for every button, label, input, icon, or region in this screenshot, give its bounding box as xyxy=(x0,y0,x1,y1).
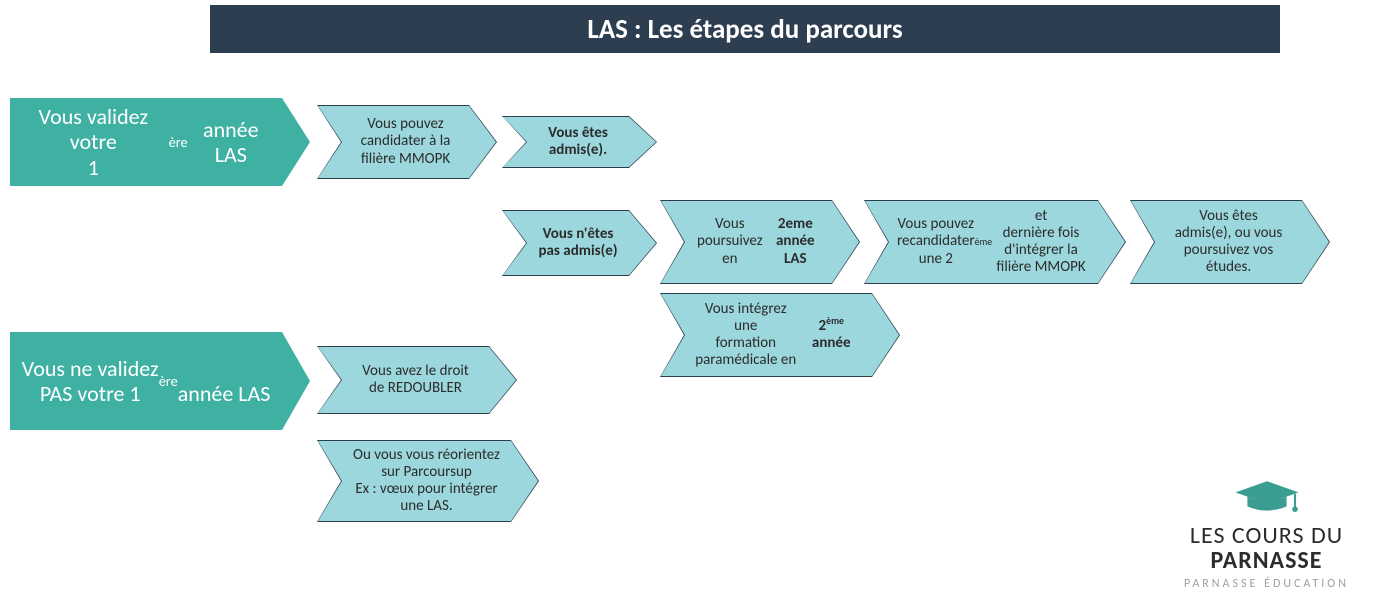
flow-arrow-p2: Vous ne validezPAS votre 1èreannée LAS xyxy=(10,332,310,430)
flow-arrow-s7: Vous intégrez uneformationparamédicale e… xyxy=(660,293,900,377)
flow-arrow-label: Ou vous vous réorientezsur ParcoursupEx … xyxy=(318,441,511,521)
logo: LES COURS DU PARNASSE PARNASSE ÉDUCATION xyxy=(1184,477,1349,591)
flow-arrow-label: Vous pouvezrecandidater une 2ème etderni… xyxy=(865,201,1098,283)
flow-arrow-s4: Vous poursuivezen 2eme annéeLAS xyxy=(660,200,860,284)
flow-arrow-s2: Vous êtesadmis(e). xyxy=(502,116,657,168)
flow-arrow-p1: Vous validez votre1ère année LAS xyxy=(10,98,310,186)
flow-arrow-label: Vous ne validezPAS votre 1èreannée LAS xyxy=(10,332,282,430)
flow-arrow-label: Vous pouvezcandidater à lafilière MMOPK xyxy=(318,106,469,178)
flow-arrow-label: Vous êtesadmis(e). xyxy=(503,117,629,167)
flow-arrow-label: Vous poursuivezen 2eme annéeLAS xyxy=(661,201,832,283)
flow-arrow-label: Vous êtesadmis(e), ou vouspoursuivez vos… xyxy=(1131,201,1302,283)
graduation-cap-icon xyxy=(1232,477,1302,517)
flow-arrow-label: Vous intégrez uneformationparamédicale e… xyxy=(661,294,872,376)
flow-arrow-s1: Vous pouvezcandidater à lafilière MMOPK xyxy=(317,105,497,179)
logo-text-line3: PARNASSE ÉDUCATION xyxy=(1184,577,1349,591)
flow-arrow-label: Vous validez votre1ère année LAS xyxy=(10,98,282,186)
logo-text-line2: PARNASSE xyxy=(1184,548,1349,573)
flow-arrow-label: Vous avez le droitde REDOUBLER xyxy=(318,347,489,413)
flow-arrow-s6: Vous êtesadmis(e), ou vouspoursuivez vos… xyxy=(1130,200,1330,284)
page-title: LAS : Les étapes du parcours xyxy=(210,5,1280,53)
logo-text-line1: LES COURS DU xyxy=(1184,523,1349,548)
flow-arrow-s8: Vous avez le droitde REDOUBLER xyxy=(317,346,517,414)
flow-arrow-s3: Vous n'êtespas admis(e) xyxy=(502,210,657,276)
flow-arrow-s5: Vous pouvezrecandidater une 2ème etderni… xyxy=(864,200,1126,284)
flow-arrow-s9: Ou vous vous réorientezsur ParcoursupEx … xyxy=(317,440,539,522)
flow-arrow-label: Vous n'êtespas admis(e) xyxy=(503,211,629,275)
